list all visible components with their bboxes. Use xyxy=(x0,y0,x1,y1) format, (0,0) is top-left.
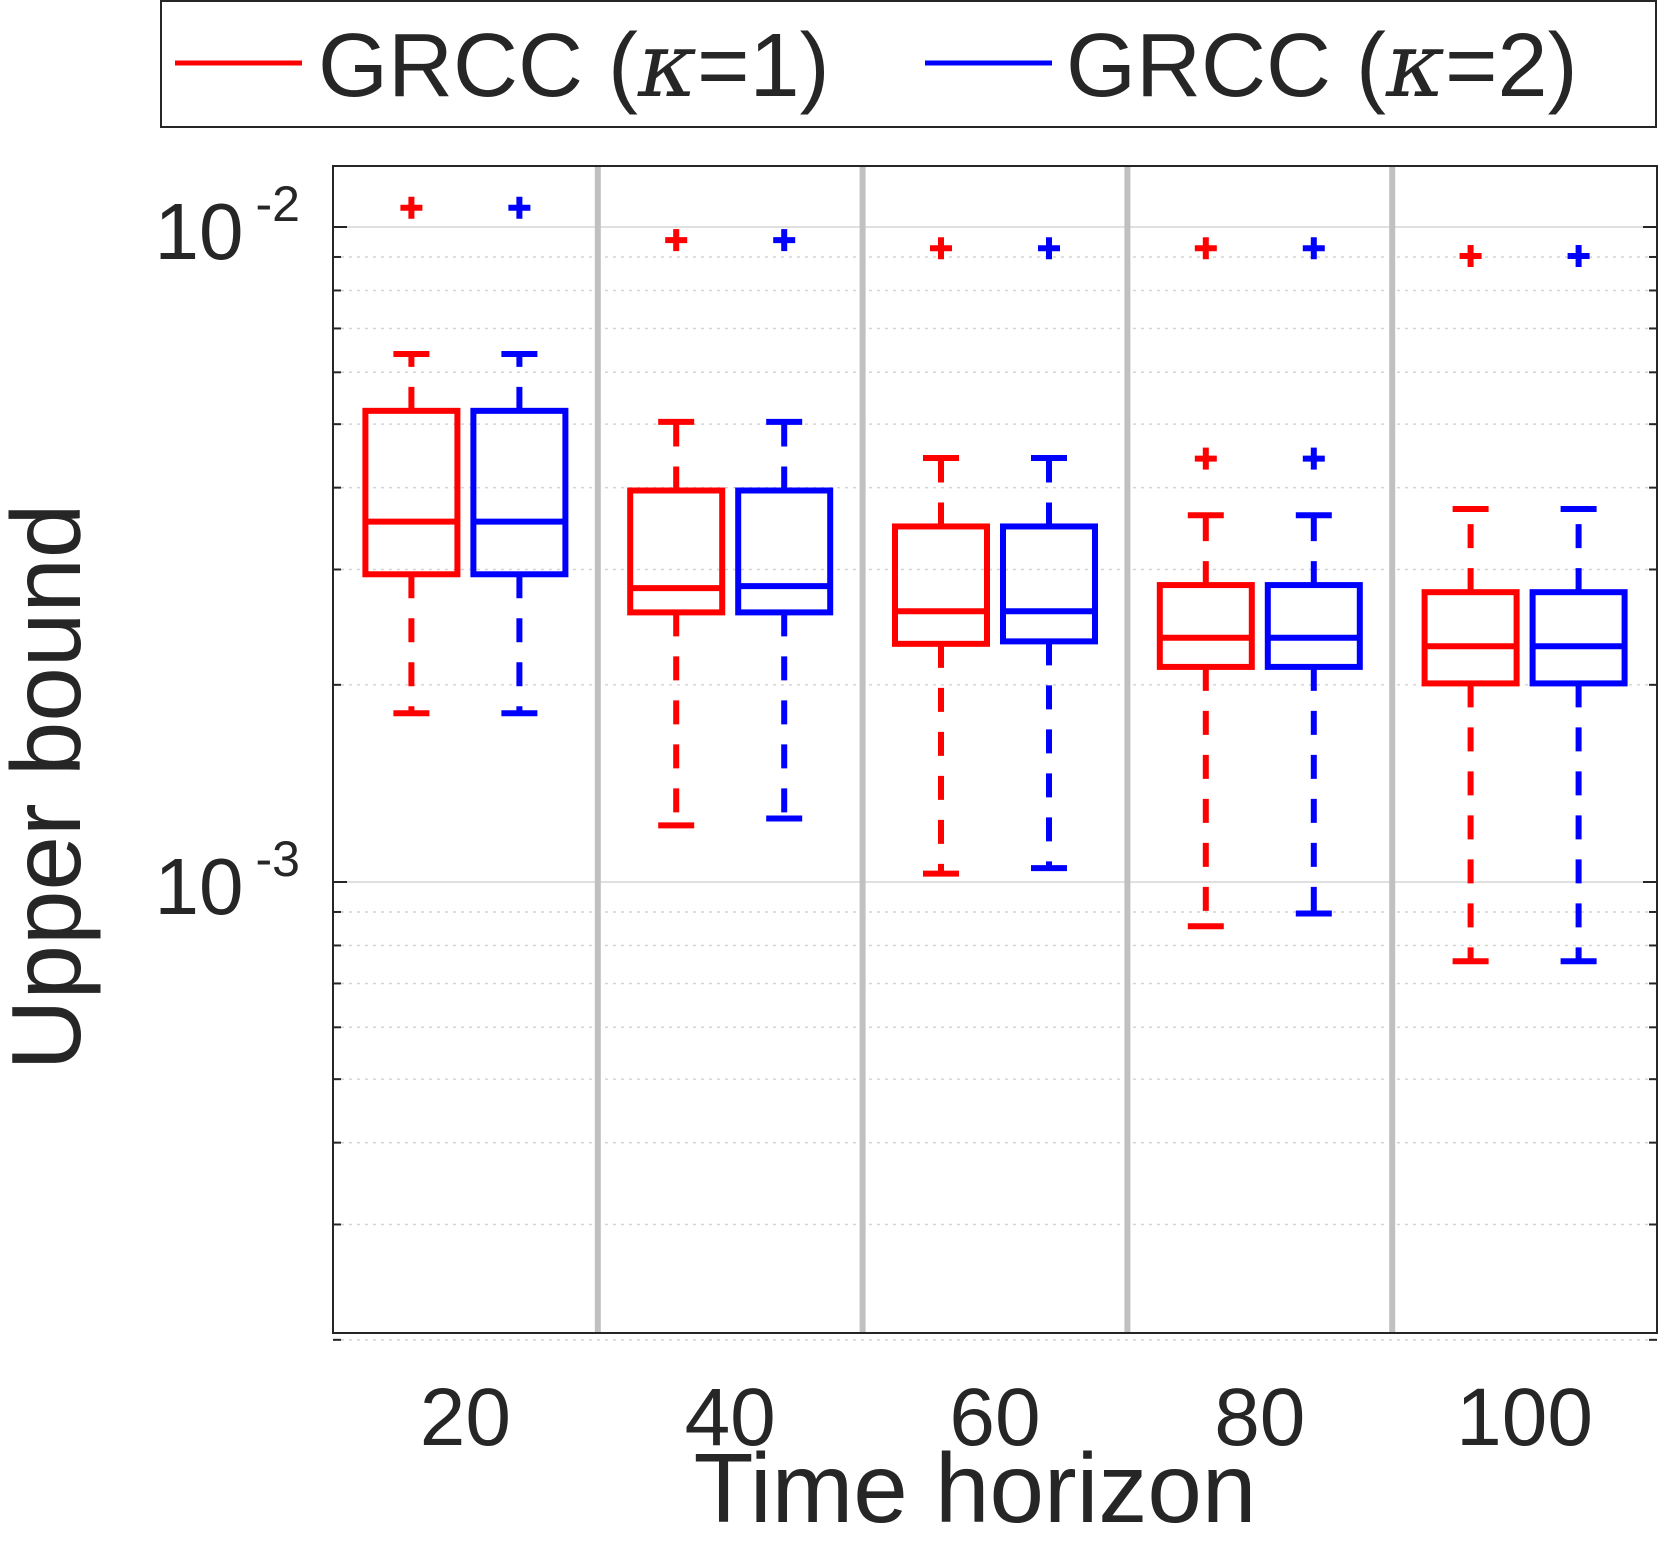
y-tick-label-exponent: -3 xyxy=(256,831,300,887)
box-2-20 xyxy=(470,196,569,717)
x-tick-label: 100 xyxy=(1456,1372,1593,1463)
box-2-60 xyxy=(1000,237,1098,872)
box-1-40 xyxy=(627,229,726,829)
legend-label-k1-prefix: GRCC ( xyxy=(318,16,638,116)
legend-label-k1: GRCC (κ=1) xyxy=(318,13,830,118)
box-1-80 xyxy=(1156,237,1255,930)
box-1-100 xyxy=(1421,245,1520,965)
y-tick-label-base: 10 xyxy=(155,187,244,276)
box-1-20 xyxy=(362,196,461,717)
legend-label-k2-suffix: =2) xyxy=(1445,16,1578,116)
legend-box xyxy=(160,0,1657,128)
x-tick-label: 20 xyxy=(420,1372,511,1463)
iqr-box xyxy=(735,487,834,616)
iqr-box xyxy=(892,523,990,647)
outlier-marker xyxy=(1302,237,1325,260)
outlier-marker xyxy=(665,229,688,252)
x-tick-label: 40 xyxy=(685,1372,776,1463)
box-2-40 xyxy=(735,229,834,822)
outlier-marker xyxy=(1038,237,1060,260)
legend: GRCC (κ=1) GRCC (κ=2) xyxy=(160,0,1657,128)
y-tick-label: 10 -2 xyxy=(155,176,300,276)
box-layer xyxy=(362,196,1628,965)
iqr-box xyxy=(470,407,569,578)
x-axis-ticks: 20 40 60 80 100 xyxy=(420,1372,1593,1463)
outlier-marker xyxy=(1302,447,1325,470)
iqr-box xyxy=(627,487,726,616)
iqr-box xyxy=(1156,582,1255,670)
legend-label-k2-kappa: κ xyxy=(1385,13,1445,118)
y-tick-label-base: 10 xyxy=(155,842,244,931)
y-tick-label: 10 -3 xyxy=(155,831,300,931)
y-axis-label: Upper bound xyxy=(0,504,101,1071)
outlier-marker xyxy=(773,229,796,252)
category-separators xyxy=(594,166,1396,1333)
box-2-80 xyxy=(1264,237,1363,917)
outlier-marker xyxy=(1459,245,1482,268)
iqr-box xyxy=(362,407,461,578)
legend-label-k2-prefix: GRCC ( xyxy=(1066,16,1386,116)
legend-label-k1-suffix: =1) xyxy=(697,16,830,116)
outlier-marker xyxy=(1194,237,1217,260)
box-2-100 xyxy=(1529,245,1628,965)
y-axis-ticks: 10-210-3 xyxy=(155,176,300,931)
x-axis-label: Time horizon xyxy=(694,1433,1257,1543)
iqr-box xyxy=(1000,523,1098,645)
plot-area-frame xyxy=(332,165,1658,1334)
outlier-marker xyxy=(1567,245,1590,268)
outlier-marker xyxy=(400,196,423,219)
legend-label-k2: GRCC (κ=2) xyxy=(1066,13,1578,118)
outlier-marker xyxy=(1194,447,1217,470)
iqr-box xyxy=(1529,589,1628,687)
grid-layer xyxy=(333,226,1657,1341)
outlier-marker xyxy=(930,237,952,260)
iqr-box xyxy=(1421,589,1520,687)
x-tick-label: 80 xyxy=(1214,1372,1305,1463)
iqr-box xyxy=(1264,582,1363,670)
box-1-60 xyxy=(892,237,990,877)
outlier-marker xyxy=(508,196,531,219)
legend-label-k1-kappa: κ xyxy=(637,13,697,118)
x-tick-label: 60 xyxy=(949,1372,1040,1463)
y-tick-label-exponent: -2 xyxy=(256,176,300,232)
